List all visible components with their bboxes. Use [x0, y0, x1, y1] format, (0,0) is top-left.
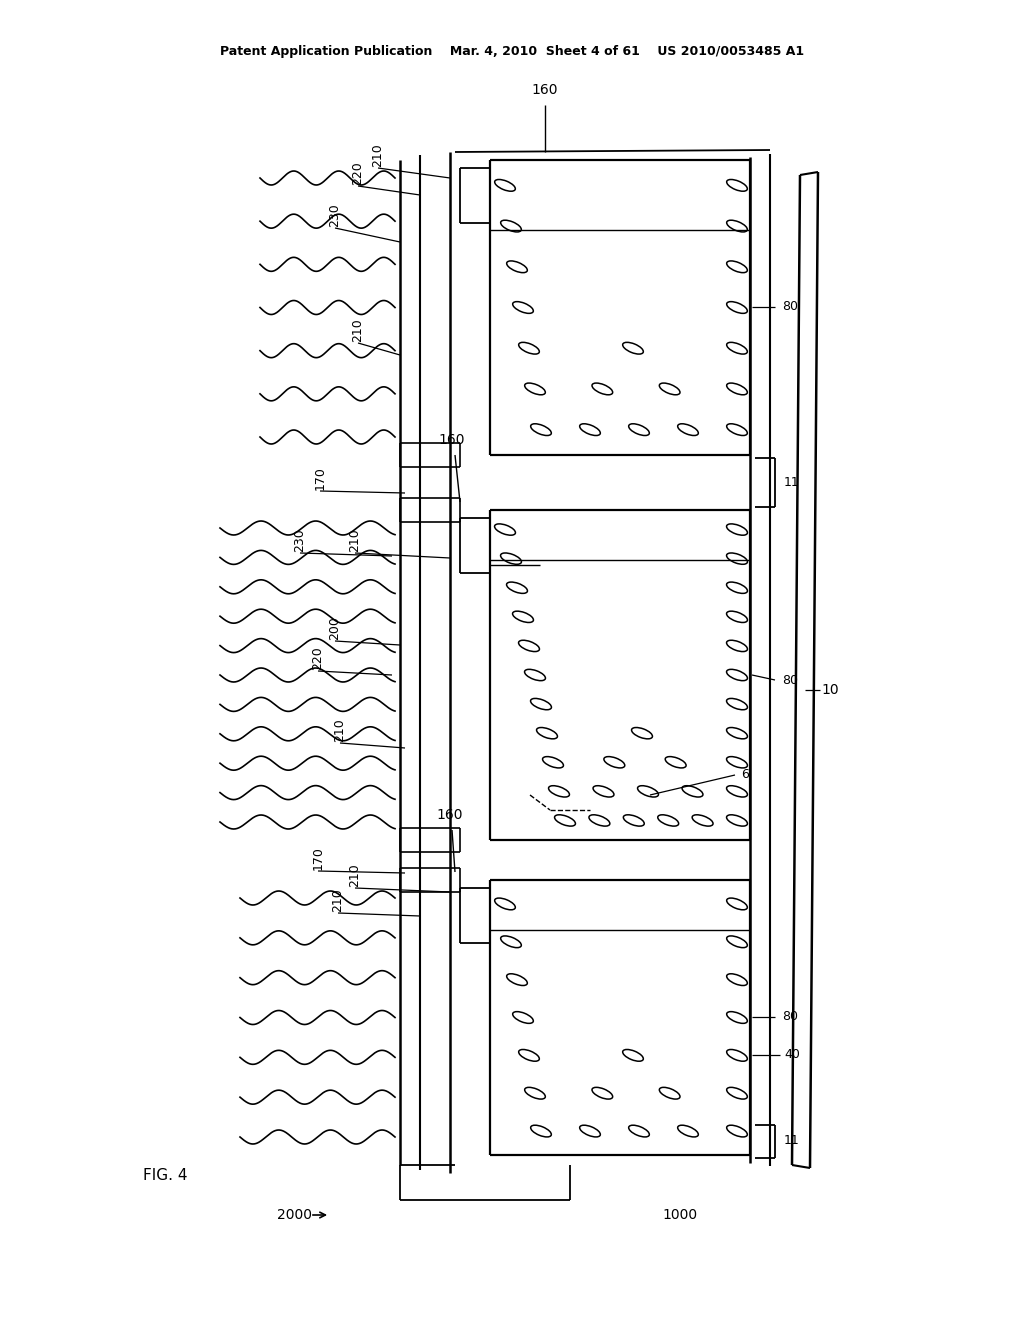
Text: 170: 170 — [311, 846, 325, 870]
Text: 220: 220 — [351, 161, 365, 185]
Text: Patent Application Publication    Mar. 4, 2010  Sheet 4 of 61    US 2010/0053485: Patent Application Publication Mar. 4, 2… — [220, 45, 804, 58]
Text: 11: 11 — [784, 1134, 800, 1147]
Text: 2000: 2000 — [278, 1208, 312, 1222]
Text: 11: 11 — [784, 475, 800, 488]
Text: 230: 230 — [294, 528, 306, 552]
Text: 160: 160 — [437, 808, 463, 822]
Text: 210: 210 — [334, 718, 346, 742]
Text: 230: 230 — [329, 203, 341, 227]
Text: 80: 80 — [782, 673, 798, 686]
Text: FIG. 4: FIG. 4 — [142, 1167, 187, 1183]
Text: 40: 40 — [784, 1048, 800, 1061]
Text: 80: 80 — [782, 301, 798, 314]
Text: 220: 220 — [311, 645, 325, 669]
Text: 10: 10 — [821, 682, 839, 697]
Text: 210: 210 — [348, 528, 361, 552]
Text: 170: 170 — [313, 466, 327, 490]
Text: 1000: 1000 — [663, 1208, 697, 1222]
Text: 200: 200 — [329, 616, 341, 640]
Text: 160: 160 — [531, 83, 558, 96]
Text: 210: 210 — [372, 143, 384, 166]
Text: 210: 210 — [332, 888, 344, 912]
Text: 6: 6 — [741, 768, 749, 781]
Text: 210: 210 — [348, 863, 361, 887]
Text: 210: 210 — [351, 318, 365, 342]
Text: 160: 160 — [438, 433, 465, 447]
Text: 80: 80 — [782, 1011, 798, 1023]
